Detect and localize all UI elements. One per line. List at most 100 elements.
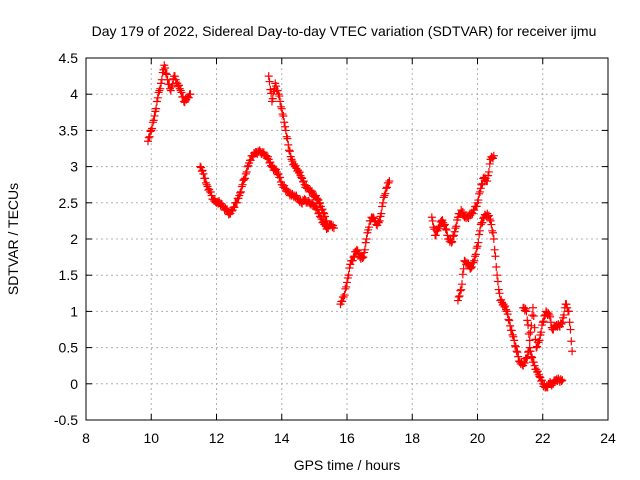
data-point-interp [449,232,458,241]
data-point [284,140,293,149]
data-point [147,126,156,135]
data-point [489,151,498,160]
data-point-interp [232,198,241,207]
data-point-interp [557,377,566,386]
data-point-interp [485,159,494,168]
data-point-interp [381,189,390,198]
data-point-interp [149,116,158,125]
data-point-interp [471,250,480,259]
data-point-interp [280,118,289,127]
x-tick-label: 24 [600,430,616,446]
data-point-interp [488,226,497,235]
data-point-interp [511,341,520,350]
data-point-interp [361,238,370,247]
x-tick-label: 22 [535,430,551,446]
data-point-interp [152,97,161,106]
data-point-interp [469,258,478,267]
series-segment-7 [519,300,577,356]
data-point-interp [530,361,539,370]
data-point [440,220,449,229]
data-point [473,242,482,251]
data-point [493,271,502,280]
series-segment-6 [453,209,567,392]
data-point [509,332,518,341]
data-point-interp [526,347,535,356]
data-point [274,90,283,99]
series-segment-5 [427,151,498,247]
data-point-interp [442,226,451,235]
data-point-interp [508,330,517,339]
data-point [385,177,394,186]
data-point-interp [475,189,484,198]
data-point-interp [485,215,494,224]
data-point-interp [529,358,538,367]
data-point [287,155,296,164]
data-point-interp [527,352,536,361]
data-point-interp [167,82,176,91]
data-point-interp [503,310,512,319]
data-point-interp [526,328,535,337]
data-point-interp [565,318,574,327]
data-point-interp [467,263,476,272]
data-point-interp [174,81,183,90]
data-point-interp [148,118,157,127]
x-tick-label: 16 [339,430,355,446]
data-point-interp [283,134,292,143]
data-point-interp [268,94,277,103]
data-point [453,296,462,305]
data-point-interp [528,311,537,320]
data-point-interp [285,146,294,155]
data-point-interp [285,147,294,156]
data-point-interp [374,218,383,227]
data-point-interp [156,84,165,93]
data-point-interp [451,224,460,233]
data-point-interp [520,358,529,367]
data-point [343,278,351,287]
data-point [163,75,172,84]
data-point-interp [243,162,252,171]
x-tick-label: 12 [209,430,225,446]
data-point-interp [299,177,308,186]
data-point-interp [493,277,502,286]
data-point-interp [348,256,357,265]
data-point-interp [537,376,546,385]
data-point-interp [490,245,499,254]
data-point-interp [161,63,170,72]
data-point-interp [198,166,207,175]
data-point [274,169,283,178]
data-point-interp [484,167,493,176]
data-point-interp [312,194,321,203]
data-point-interp [161,69,170,78]
data-point-interp [154,88,163,97]
data-point [362,235,371,243]
data-point-interp [241,174,250,183]
data-point [241,169,250,178]
data-point [157,79,166,88]
data-point-interp [338,297,347,306]
data-point-interp [449,231,458,240]
data-point-interp [514,352,523,361]
data-point-interp [562,300,571,309]
data-point-interp [230,203,239,212]
data-point-interp [206,188,215,197]
data-point-interp [295,168,304,177]
data-point-interp [236,187,245,196]
series-segment-3 [264,72,332,229]
x-tick-label: 18 [404,430,420,446]
data-point-interp [276,173,285,182]
data-point-interp [175,84,184,93]
data-point-interp [279,111,288,120]
y-tick-label: 4 [70,86,78,102]
data-point [486,216,495,225]
data-point [150,111,159,120]
data-point-interp [534,338,543,347]
data-point [506,321,515,330]
data-point [166,86,175,95]
data-point-interp [539,317,548,326]
data-point-interp [472,202,481,211]
data-point-interp [144,133,153,142]
y-tick-label: -0.5 [54,412,78,428]
data-point-interp [484,211,493,220]
data-point-interp [487,220,496,229]
data-point-interp [162,70,171,79]
